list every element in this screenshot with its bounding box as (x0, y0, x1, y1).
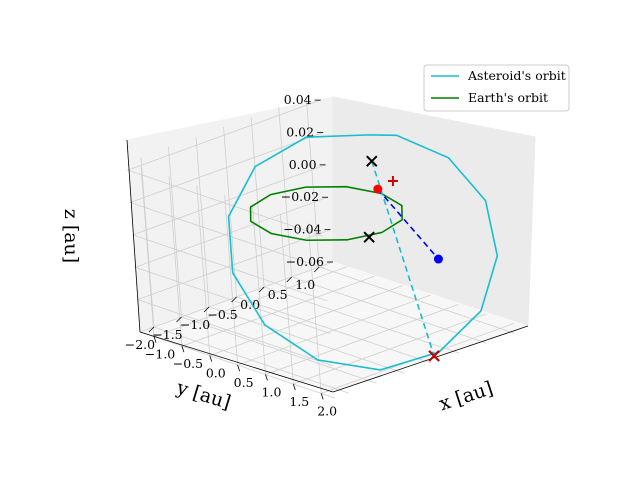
z-tick-label-3: −0.02 (281, 189, 319, 204)
x-tick-4 (265, 374, 268, 381)
series-layer (227, 134, 499, 371)
y-tick-2 (258, 286, 265, 293)
marker-layer (363, 155, 443, 362)
z-tick-label-1: 0.02 (286, 124, 314, 139)
y-tick-6 (148, 326, 155, 333)
z-tick-label-5: −0.06 (286, 254, 324, 269)
x-tick-3 (237, 364, 241, 372)
x-tick-label-2: 0.0 (206, 366, 226, 381)
z-axis-label: z [au] (60, 209, 82, 263)
y-tick-4 (203, 306, 210, 313)
y-tick-label-2: 0.0 (240, 297, 260, 312)
x-tick-2 (209, 355, 213, 362)
tick-labels: −1.0−0.50.00.51.01.52.01.00.50.0−0.5−1.0… (125, 92, 337, 418)
sun-marker (428, 350, 440, 362)
cross-near-end (366, 155, 378, 167)
asteroid-position (433, 254, 443, 264)
x-tick-label-4: 1.0 (262, 385, 282, 400)
legend-label-earth: Earth's orbit (468, 90, 548, 105)
plus-marker (387, 175, 398, 186)
x-tick-6 (320, 393, 324, 400)
y-tick-label-3: −0.5 (207, 307, 237, 322)
y-tick-label-4: −1.0 (180, 317, 210, 332)
y-tick-3 (231, 296, 237, 303)
z-axis-line (126, 139, 141, 333)
x-tick-label-6: 2.0 (317, 403, 337, 418)
tick-marks (148, 99, 333, 400)
y-tick-label-0: 1.0 (295, 277, 315, 292)
y-tick-label-6: −2.0 (125, 337, 155, 352)
grid-z-2 (131, 164, 328, 302)
x-tick-label-5: 1.5 (289, 394, 309, 409)
y-axis-label: y [au] (173, 376, 233, 413)
x-axis-label: x [au] (437, 377, 496, 415)
grid-z-0 (126, 99, 323, 237)
x-tick-0 (153, 336, 157, 343)
y-tick-1 (286, 276, 292, 283)
grid-z-3 (133, 196, 331, 334)
y-tick-label-5: −1.5 (152, 327, 182, 342)
cross-center (363, 231, 375, 243)
y-tick-label-1: 0.5 (268, 287, 288, 302)
legend: Asteroid's orbit Earth's orbit (423, 64, 570, 112)
z-tick-label-2: 0.00 (289, 157, 317, 172)
y-tick-5 (176, 316, 182, 323)
legend-label-asteroid: Asteroid's orbit (467, 68, 566, 83)
x-tick-1 (181, 346, 185, 353)
z-tick-label-0: 0.04 (284, 92, 312, 107)
y-tick-0 (313, 266, 320, 273)
x-tick-label-3: 0.5 (234, 375, 254, 390)
earth-position (373, 184, 383, 194)
z-tick-label-4: −0.04 (283, 222, 321, 237)
series-line-1 (249, 185, 403, 242)
x-tick-label-1: −0.5 (173, 356, 203, 371)
grid-z-1 (129, 132, 326, 270)
series-line-0 (227, 134, 499, 371)
y-axis-line (139, 331, 334, 393)
x-tick-5 (292, 383, 296, 391)
x-tick-label-0: −1.0 (145, 347, 175, 362)
legend-box (423, 64, 570, 112)
series-line-2 (377, 188, 440, 260)
series-line-3 (371, 160, 435, 357)
